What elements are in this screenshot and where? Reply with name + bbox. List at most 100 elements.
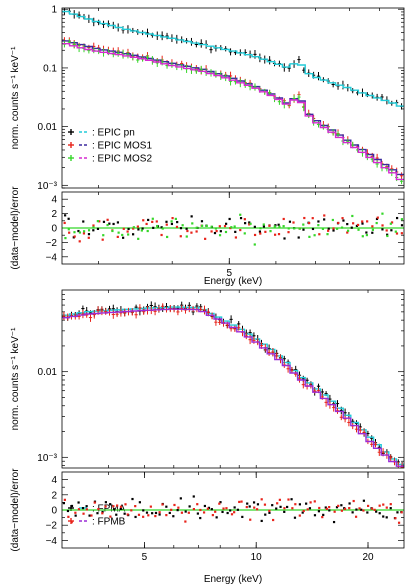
plot-area [62, 212, 404, 246]
residual-point [78, 231, 82, 234]
residual-point [298, 514, 301, 517]
residual-point [395, 216, 399, 220]
legend-label: : FPMA [92, 504, 126, 515]
residual-point [385, 229, 388, 232]
residual-point [386, 234, 389, 238]
residual-point [215, 516, 218, 519]
residual-point [276, 502, 279, 505]
residual-point [245, 505, 248, 509]
residual-point [175, 225, 179, 228]
x-tick-label: 5 [142, 552, 148, 563]
residual-point [301, 511, 304, 514]
residual-point [142, 509, 145, 512]
residual-point [346, 231, 349, 234]
residual-point [151, 217, 154, 220]
y-tick-label: −2 [46, 238, 58, 249]
residual-point [101, 238, 104, 241]
residual-point [67, 515, 70, 518]
residual-point [340, 226, 344, 229]
residual-point [323, 218, 326, 221]
residual-point [291, 507, 294, 510]
residual-point [214, 510, 217, 513]
residual-point [332, 227, 335, 230]
y-tick-label: 2 [51, 490, 57, 501]
residual-point [63, 221, 66, 225]
residual-point [360, 508, 363, 511]
y-tick-label: 1 [51, 5, 57, 16]
residual-point [165, 505, 168, 508]
residual-point [305, 502, 308, 505]
residual-point [96, 227, 100, 230]
residual-point [302, 228, 305, 231]
residual-point [234, 230, 237, 233]
residual-point [362, 499, 365, 502]
residual-point [373, 508, 376, 511]
y-tick-label: 0.1 [43, 63, 57, 74]
residual-point [119, 505, 123, 508]
residual-point [134, 505, 137, 508]
residual-point [137, 228, 140, 231]
residual-point [328, 509, 331, 512]
residual-point [396, 511, 399, 514]
residual-point [298, 227, 301, 230]
residual-point [127, 233, 130, 236]
residual-point [290, 498, 293, 501]
residual-point [166, 235, 169, 239]
residual-point [90, 514, 93, 517]
residual-point [67, 217, 70, 220]
residual-point [211, 513, 214, 517]
residual-point [236, 508, 239, 511]
residual-point [395, 232, 399, 235]
plot-frame [61, 289, 405, 469]
series-epic-pn [62, 8, 404, 110]
residual-point [177, 506, 180, 509]
residual-point [224, 230, 228, 234]
residual-point [185, 227, 188, 230]
residual-point [264, 230, 267, 233]
residual-point [297, 236, 300, 239]
residual-point [126, 513, 129, 516]
residual-point [215, 229, 218, 233]
residual-point [73, 235, 76, 238]
x-tick-label: 5 [226, 268, 232, 279]
residual-point [357, 223, 360, 227]
residual-point [340, 509, 344, 512]
residual-point [199, 516, 202, 520]
residual-point [210, 230, 213, 233]
residual-point [176, 220, 179, 224]
residual-point [192, 508, 196, 511]
residual-point [192, 495, 195, 498]
residual-point [116, 235, 119, 238]
residuals-epic-mos2 [64, 212, 404, 246]
y-tick-label: −4 [46, 252, 58, 263]
residual-point [381, 212, 384, 215]
residual-point [287, 498, 290, 501]
residual-point [277, 233, 281, 236]
residual-point [333, 510, 336, 513]
residual-point [342, 219, 345, 222]
legend: : EPIC pn: EPIC MOS1: EPIC MOS2 [68, 128, 152, 165]
residual-point [282, 217, 285, 221]
y-tick-label: 0.01 [38, 367, 58, 378]
residual-point [321, 227, 325, 231]
plot-frame [61, 191, 405, 265]
residual-point [386, 233, 389, 236]
residual-point [362, 509, 365, 512]
residual-point [390, 229, 393, 232]
residual-point [155, 220, 158, 223]
residual-point [327, 227, 330, 230]
residual-point [131, 497, 134, 501]
residual-point [376, 216, 379, 219]
residual-point [134, 515, 137, 519]
residual-point [400, 218, 404, 221]
residual-point [179, 227, 183, 230]
residual-point [256, 508, 259, 511]
residual-point [253, 225, 256, 228]
residual-point [385, 516, 388, 519]
residual-point [269, 230, 272, 233]
residual-point [170, 220, 173, 223]
residual-point [233, 511, 236, 514]
residual-point [230, 513, 234, 516]
residual-point [101, 510, 104, 514]
